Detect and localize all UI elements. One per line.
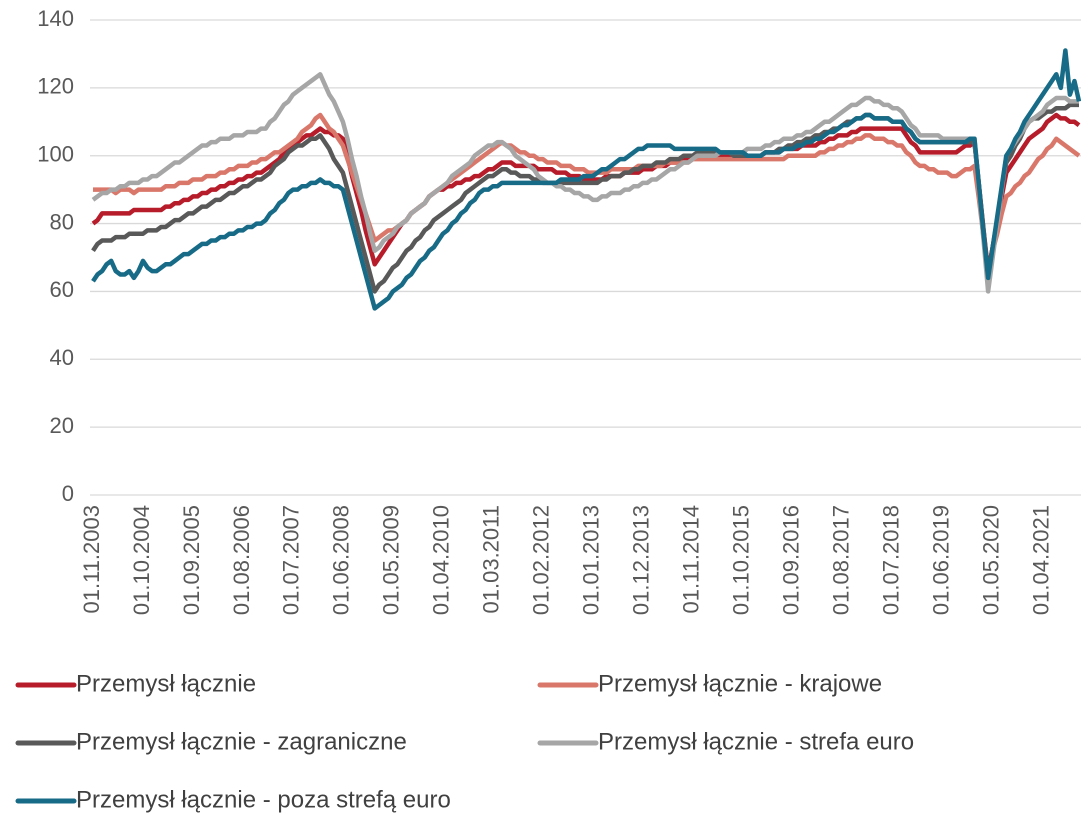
y-tick-label: 100 <box>37 142 74 167</box>
series-line <box>93 112 1081 274</box>
x-tick-label: 01.10.2015 <box>729 505 754 615</box>
series-line <box>91 48 1081 311</box>
legend-label: Przemysł łącznie - krajowe <box>598 670 882 697</box>
x-tick-label: 01.11.2014 <box>679 505 704 613</box>
x-tick-label: 01.10.2004 <box>129 505 154 615</box>
x-tick-label: 01.02.2012 <box>529 505 554 615</box>
x-tick-label: 01.12.2013 <box>629 505 654 615</box>
series-line <box>91 112 1081 274</box>
x-tick-label: 01.08.2017 <box>829 505 854 615</box>
legend-label: Przemysł łącznie - strefa euro <box>598 728 914 755</box>
legend-label: Przemysł łącznie - zagraniczne <box>76 728 407 755</box>
legend-label: Przemysł łącznie - poza strefą euro <box>76 786 451 813</box>
series-line <box>91 72 1079 294</box>
x-tick-label: 01.11.2003 <box>79 505 104 613</box>
y-tick-label: 140 <box>37 6 74 31</box>
x-tick-label: 01.03.2011 <box>479 505 504 613</box>
x-tick-label: 01.05.2020 <box>978 505 1003 615</box>
y-tick-label: 0 <box>62 481 74 506</box>
x-tick-label: 01.09.2016 <box>779 505 804 615</box>
x-tick-label: 01.05.2009 <box>379 505 404 615</box>
x-tick-label: 01.01.2013 <box>579 505 604 615</box>
y-tick-label: 120 <box>37 74 74 99</box>
y-tick-label: 20 <box>50 413 74 438</box>
x-tick-label: 01.04.2010 <box>429 505 454 615</box>
y-tick-label: 60 <box>50 277 74 302</box>
y-tick-label: 80 <box>50 209 74 234</box>
x-tick-label: 01.06.2008 <box>329 505 354 615</box>
y-tick-label: 40 <box>50 345 74 370</box>
x-tick-label: 01.07.2007 <box>279 505 304 615</box>
x-tick-label: 01.07.2018 <box>879 505 904 615</box>
x-tick-label: 01.08.2006 <box>229 505 254 615</box>
x-tick-label: 01.09.2005 <box>179 505 204 615</box>
legend-label: Przemysł łącznie <box>76 670 256 697</box>
x-tick-label: 01.04.2021 <box>1028 505 1053 615</box>
x-tick-label: 01.06.2019 <box>928 505 953 615</box>
